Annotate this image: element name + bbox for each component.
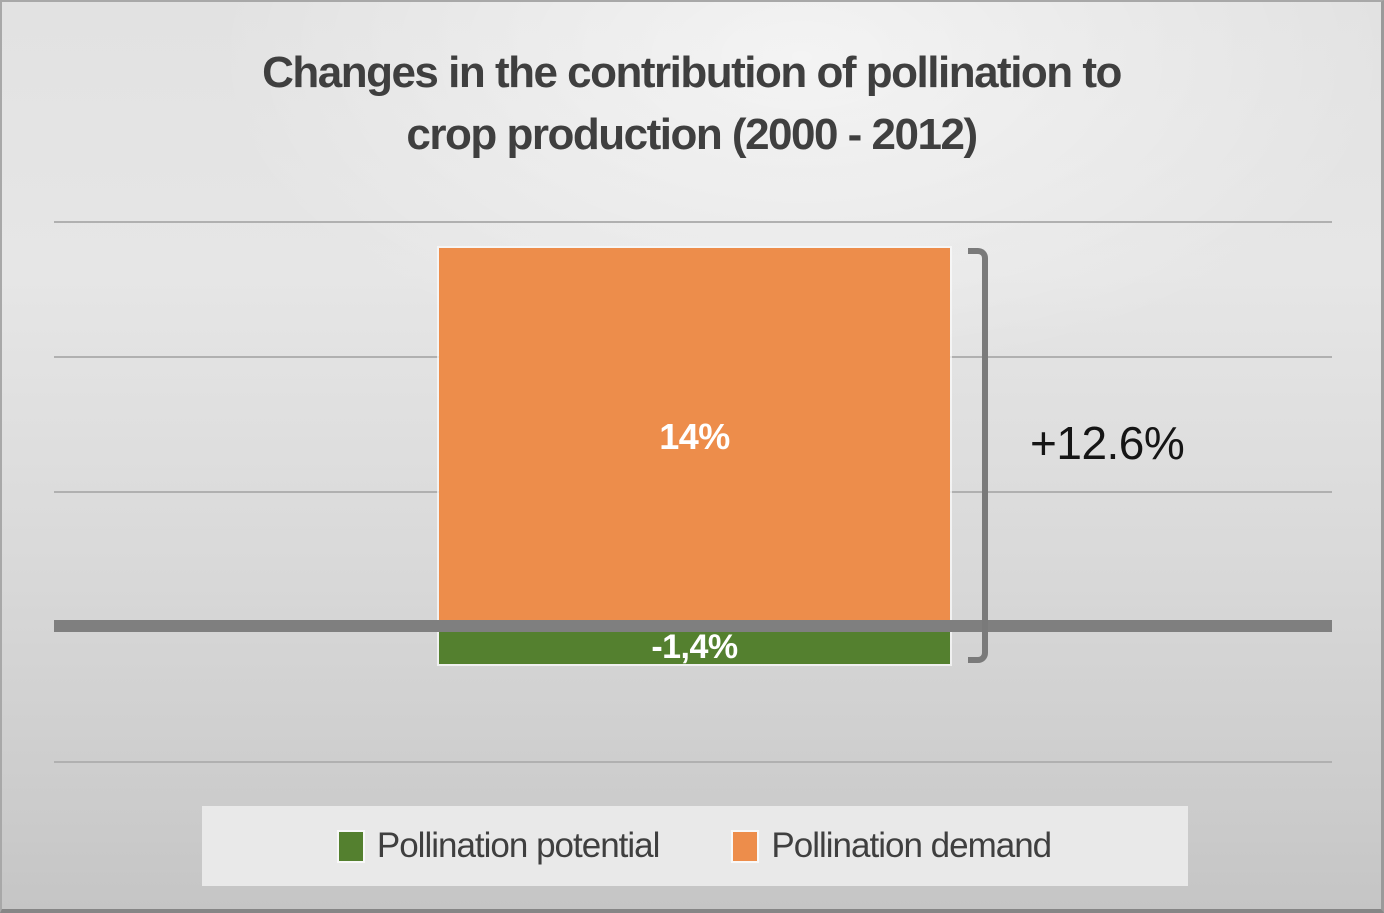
legend-marker-pollination-demand-icon xyxy=(731,829,760,863)
bar-pollination-potential xyxy=(437,624,952,666)
zero-axis-line xyxy=(54,620,1332,632)
legend-item-pollination-potential: Pollination potential xyxy=(336,826,661,866)
change-annotation: +12.6% xyxy=(1030,417,1185,469)
legend-item-pollination-demand: Pollination demand xyxy=(731,826,1052,866)
gridline xyxy=(54,221,1332,223)
gridline xyxy=(54,761,1332,763)
legend-label-pollination-potential: Pollination potential xyxy=(376,826,661,865)
legend: Pollination potential Pollination demand xyxy=(202,806,1188,886)
bar-label-pollination-potential: -1,4% xyxy=(651,627,738,666)
change-bracket xyxy=(968,248,988,663)
chart-title-line-2: crop production (2000 - 2012) xyxy=(406,110,978,160)
legend-label-pollination-demand: Pollination demand xyxy=(771,826,1052,865)
bar-label-pollination-demand: 14% xyxy=(659,416,730,457)
chart-title: Changes in the contribution of pollinati… xyxy=(2,42,1381,167)
bar-pollination-demand: 14% xyxy=(437,246,952,628)
chart-title-line-1: Changes in the contribution of pollinati… xyxy=(262,48,1122,97)
bar-label-pollination-potential-overlay: -1,4% xyxy=(439,628,950,666)
legend-marker-pollination-potential-icon xyxy=(336,829,365,863)
